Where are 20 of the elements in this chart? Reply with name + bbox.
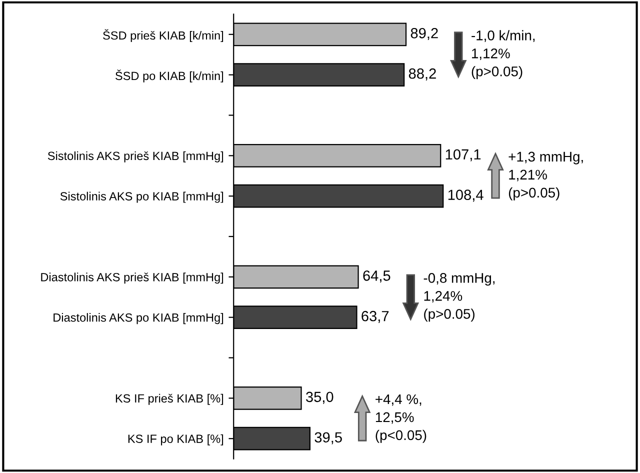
y-tick-label: KS IF po KIAB [%] <box>128 434 224 446</box>
y-tick-label: Diastolinis AKS po KIAB [mmHg] <box>54 313 224 324</box>
y-tick-label: Sistolinis AKS po KIAB [mmHg] <box>60 192 224 203</box>
data-label: 39,5 <box>314 432 342 444</box>
y-tick-label: KS IF prieš KIAB [%] <box>116 394 224 405</box>
text: -1,0 k/min, 1,12% (p>0.05) <box>472 30 535 80</box>
data-label: 35,0 <box>306 392 334 404</box>
y-tick-label: ŠSD po KIAB [k/min] <box>116 70 224 82</box>
annotation: +4,4 %, 12,5% (p<0.05) <box>376 394 426 443</box>
data-label: 88,2 <box>408 68 436 80</box>
data-label: 107,1 <box>446 149 481 162</box>
data-label: 108,4 <box>448 190 484 202</box>
y-tick-label: Diastolinis AKS prieš KIAB [mmHg] <box>41 272 224 284</box>
annotation: -0,8 mmHg, 1,24% (p>0.05) <box>424 273 495 322</box>
y-tick-label: Sistolinis AKS prieš KIAB [mmHg] <box>48 151 224 162</box>
data-label: 63,7 <box>362 310 389 323</box>
data-label: 89,2 <box>410 28 438 40</box>
text: +1,3 mmHg, 1,21% (p>0.05) <box>508 152 583 200</box>
y-tick-label: ŠSD prieš KIAB [k/min] <box>103 29 224 42</box>
data-label: 64,5 <box>363 270 390 283</box>
